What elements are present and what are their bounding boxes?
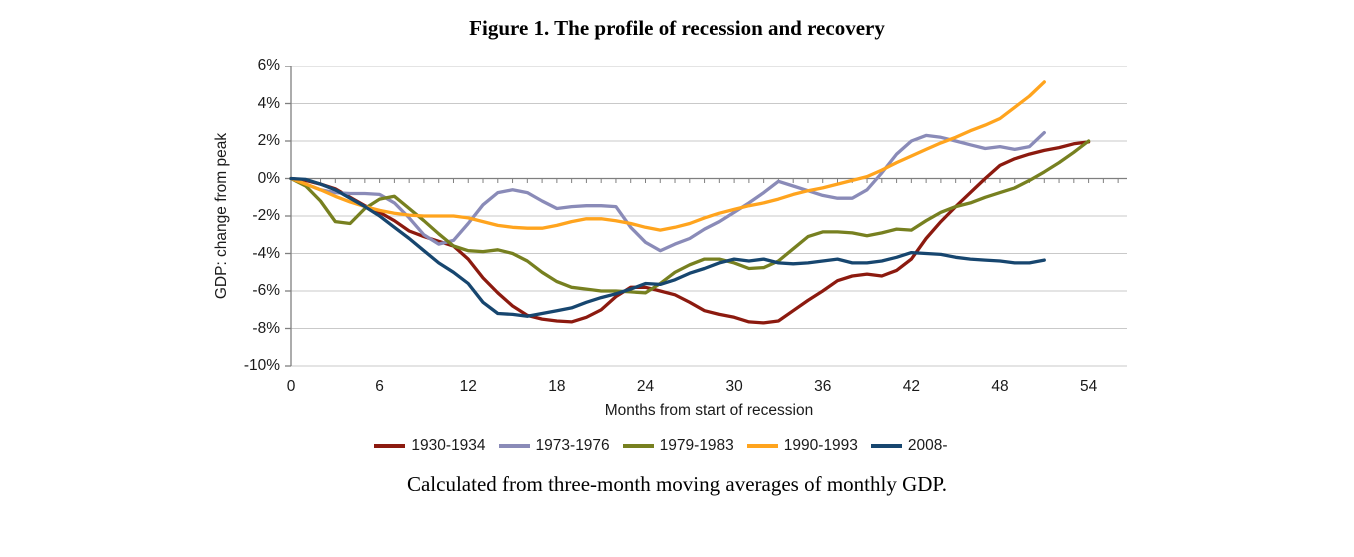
legend-swatch-1979-1983 (622, 444, 654, 448)
legend-item-2008-: 2008- (870, 437, 948, 455)
y-tick-label: -10% (243, 357, 280, 374)
x-axis-title: Months from start of recession (604, 402, 814, 419)
legend-swatch-1990-1993 (746, 444, 778, 448)
x-tick-label: 30 (725, 378, 743, 395)
x-tick-label: 48 (991, 378, 1009, 395)
legend-item-1990-1993: 1990-1993 (746, 437, 858, 455)
series-line-1973-1976 (289, 130, 1046, 253)
y-tick-label: -2% (252, 207, 280, 224)
x-tick-label: 42 (902, 378, 920, 395)
legend-item-1930-1934: 1930-1934 (374, 437, 486, 455)
legend-label: 1979-1983 (659, 437, 734, 454)
legend-swatch-1930-1934 (374, 444, 406, 448)
legend-label: 1990-1993 (783, 437, 858, 454)
y-tick-label: 4% (257, 94, 280, 112)
legend-label: 1930-1934 (411, 437, 486, 454)
legend-label: 1973-1976 (535, 437, 610, 454)
series-line-1990-1993 (289, 80, 1046, 232)
x-tick-label: 24 (636, 378, 655, 395)
series-line-1930-1934 (289, 140, 1091, 325)
x-tick-label: 54 (1079, 378, 1098, 395)
y-tick-label: -8% (252, 319, 280, 337)
legend-item-1979-1983: 1979-1983 (622, 437, 734, 455)
legend-label: 2008- (907, 437, 948, 454)
legend: 1930-1934 1973-1976 1979-1983 1990-1993 2008… (223, 437, 1099, 455)
figure-title: Figure 1. The profile of recession and r… (469, 16, 885, 40)
x-tick-label: 12 (459, 378, 477, 395)
y-axis-title: GDP: change from peak (213, 132, 230, 300)
x-tick-label: 6 (375, 378, 384, 395)
legend-item-1973-1976: 1973-1976 (498, 437, 610, 455)
y-tick-label: 0% (257, 169, 280, 187)
x-tick-label: 18 (548, 378, 566, 395)
figure-caption: Calculated from three-month moving avera… (406, 472, 948, 496)
legend-swatch-1973-1976 (498, 444, 530, 448)
series-line-1979-1983 (289, 139, 1091, 295)
y-tick-label: -4% (252, 244, 280, 262)
x-tick-label: 0 (286, 378, 296, 395)
plot-area (285, 66, 1127, 367)
legend-swatch-2008- (870, 444, 902, 448)
y-tick-label: -6% (252, 282, 280, 299)
y-tick-label: 2% (257, 132, 280, 149)
y-tick-label: 6% (257, 57, 280, 74)
x-tick-label: 36 (814, 378, 832, 395)
series-line-2008- (289, 176, 1046, 318)
